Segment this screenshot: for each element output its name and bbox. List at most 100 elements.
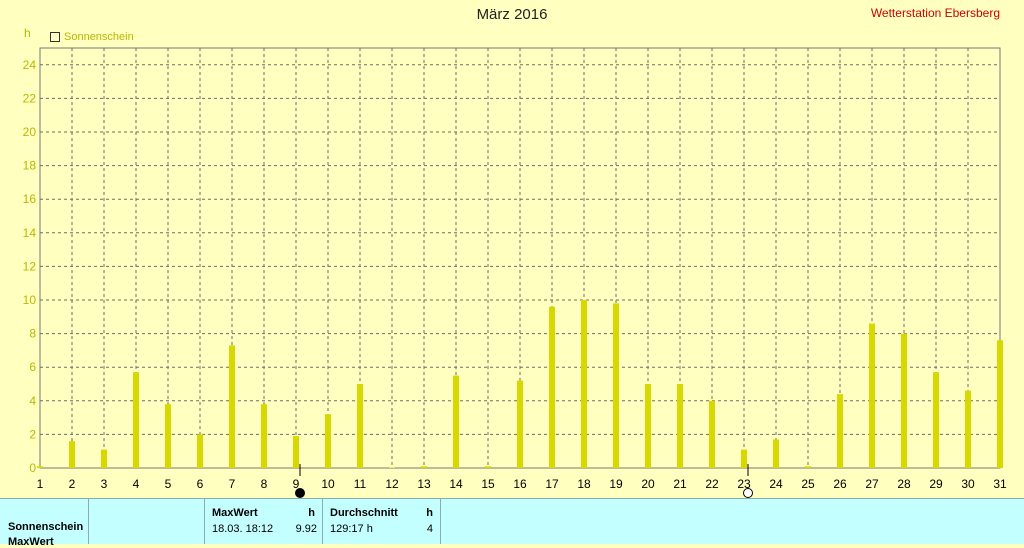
bar	[133, 372, 139, 468]
bar	[325, 414, 331, 468]
y-tick-label: 20	[23, 125, 37, 139]
bar	[869, 323, 875, 468]
bar	[613, 303, 619, 468]
legend-swatch	[50, 32, 60, 42]
average-unit: h	[426, 507, 433, 519]
bar	[453, 375, 459, 468]
max-column: MaxWert h 18.03. 18:12 9.92	[205, 499, 323, 544]
bar	[261, 404, 267, 468]
y-axis-unit: h	[24, 26, 31, 40]
x-tick-label: 7	[229, 477, 236, 491]
y-tick-label: 0	[29, 461, 36, 475]
x-tick-label: 1	[37, 477, 44, 491]
x-tick-label: 26	[833, 477, 847, 491]
chart-area: 0 2 4 6 8 10 12 14 16 18 20 22 24 1 2 3 4 5 6 7 8 9 10 11 12 13 14…	[22, 6, 1007, 498]
full-moon-icon	[743, 488, 753, 498]
bar	[37, 466, 43, 468]
chart-title: März 2016	[476, 6, 548, 23]
x-tick-label: 24	[769, 477, 783, 491]
bar	[549, 306, 555, 468]
bar	[229, 345, 235, 468]
bar	[709, 400, 715, 468]
bar	[517, 380, 523, 468]
y-tick-label: 2	[29, 427, 36, 441]
new-moon-icon	[295, 488, 305, 498]
x-tick-label: 3	[101, 477, 108, 491]
x-tick-label: 8	[261, 477, 268, 491]
bar	[837, 394, 843, 468]
bar	[773, 439, 779, 468]
x-tick-label: 23	[737, 477, 751, 491]
x-tick-label: 9	[293, 477, 300, 491]
x-tick-label: 19	[609, 477, 623, 491]
station-name: Wetterstation Ebersberg	[870, 6, 1000, 20]
statistics-table: Sonnenschein MaxWert MaxWert h 18.03. 18…	[0, 498, 1024, 548]
y-tick-label: 8	[29, 327, 36, 341]
y-tick-label: 18	[23, 159, 37, 173]
y-tick-label: 12	[23, 259, 37, 273]
average-header: Durchschnitt	[330, 507, 398, 519]
x-tick-label: 14	[449, 477, 463, 491]
average-count: 4	[426, 523, 433, 535]
x-tick-label: 27	[865, 477, 879, 491]
x-tick-label: 10	[321, 477, 335, 491]
bar	[645, 384, 651, 468]
bar	[421, 466, 427, 468]
y-tick-label: 16	[23, 192, 37, 206]
bar	[901, 333, 907, 468]
x-tick-label: 13	[417, 477, 431, 491]
average-column: Durchschnitt h 129:17 h 4	[323, 499, 441, 544]
x-tick-label: 28	[897, 477, 911, 491]
x-tick-label: 20	[641, 477, 655, 491]
y-tick-label: 14	[23, 226, 37, 240]
x-tick-label: 21	[673, 477, 687, 491]
bar	[389, 467, 395, 468]
bar	[741, 449, 747, 468]
x-tick-label: 6	[197, 477, 204, 491]
bar	[965, 390, 971, 468]
y-tick-label: 10	[23, 293, 37, 307]
bar	[581, 300, 587, 468]
y-tick-label: 24	[23, 58, 37, 72]
x-tick-label: 4	[133, 477, 140, 491]
empty-column	[89, 499, 205, 544]
row-label-sonnenschein: Sonnenschein	[8, 521, 84, 533]
y-tick-label: 22	[23, 91, 37, 105]
max-date: 18.03. 18:12	[212, 523, 274, 535]
max-unit: h	[308, 507, 315, 519]
x-tick-label: 5	[165, 477, 172, 491]
x-tick-label: 2	[69, 477, 76, 491]
legend: Sonnenschein	[50, 31, 134, 43]
x-tick-label: 16	[513, 477, 527, 491]
bar	[165, 404, 171, 468]
bar	[677, 384, 683, 468]
bar	[805, 466, 811, 468]
x-tick-label: 17	[545, 477, 559, 491]
y-tick-label: 4	[29, 394, 36, 408]
y-tick-label: 6	[29, 360, 36, 374]
bar	[357, 384, 363, 468]
x-tick-label: 31	[993, 477, 1007, 491]
average-value: 129:17 h	[330, 523, 373, 535]
bar	[197, 434, 203, 468]
bar	[69, 441, 75, 468]
legend-label: Sonnenschein	[64, 31, 134, 43]
x-tick-label: 22	[705, 477, 719, 491]
x-tick-label: 29	[929, 477, 943, 491]
bar	[101, 449, 107, 468]
x-tick-label: 11	[354, 477, 367, 491]
max-header: MaxWert	[212, 507, 258, 519]
x-tick-label: 30	[961, 477, 975, 491]
x-tick-label: 15	[481, 477, 495, 491]
x-tick-label: 18	[577, 477, 591, 491]
bar	[933, 372, 939, 468]
bar	[485, 466, 491, 468]
x-tick-label: 12	[385, 477, 399, 491]
max-value: 9.92	[295, 523, 317, 535]
row-label-column: Sonnenschein MaxWert	[0, 499, 89, 548]
bar	[997, 340, 1003, 468]
bar	[293, 436, 299, 468]
x-tick-label: 25	[801, 477, 815, 491]
row-label-maxwert: MaxWert	[8, 536, 54, 548]
